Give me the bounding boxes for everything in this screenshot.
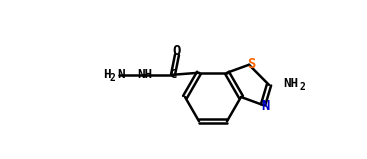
Text: 2: 2: [109, 73, 115, 83]
Text: N: N: [117, 68, 125, 81]
Text: NH: NH: [138, 68, 153, 81]
Text: S: S: [247, 57, 255, 71]
Text: O: O: [173, 44, 181, 58]
Text: N: N: [261, 99, 269, 113]
Text: H: H: [103, 68, 111, 81]
Text: 2: 2: [300, 82, 306, 92]
Text: NH: NH: [283, 77, 298, 90]
Text: C: C: [169, 68, 177, 81]
